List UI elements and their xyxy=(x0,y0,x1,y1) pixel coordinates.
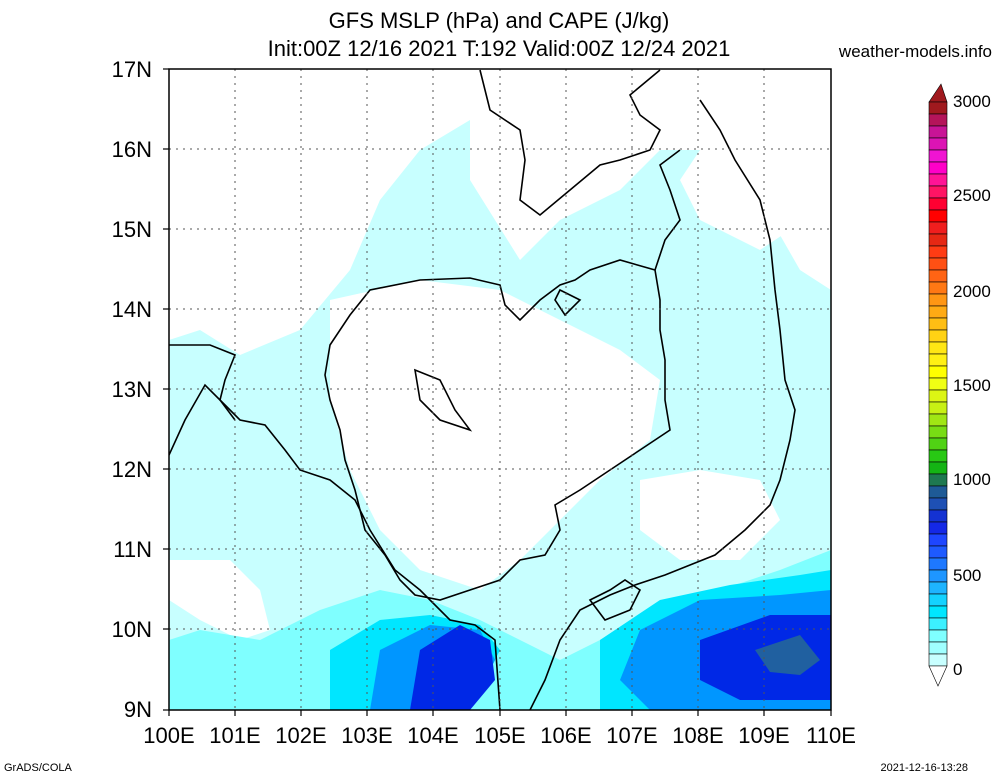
footer-credit: GrADS/COLA xyxy=(4,762,72,774)
colorbar-label: 500 xyxy=(953,566,982,585)
lat-label: 16N xyxy=(111,137,152,162)
lon-label: 100E xyxy=(143,723,195,748)
lon-label: 102E xyxy=(275,723,327,748)
map-subtitle: Init:00Z 12/16 2021 T:192 Valid:00Z 12/2… xyxy=(267,36,731,61)
cape-field xyxy=(169,69,831,710)
lon-label: 103E xyxy=(341,723,393,748)
lat-label: 15N xyxy=(111,217,152,242)
lat-label: 9N xyxy=(123,697,152,722)
lat-label: 10N xyxy=(111,617,152,642)
lon-label: 106E xyxy=(540,723,592,748)
lon-label: 108E xyxy=(672,723,724,748)
footer-timestamp: 2021-12-16-13:28 xyxy=(880,762,968,774)
coastlines xyxy=(169,69,796,710)
graticule xyxy=(169,69,831,710)
lon-label: 107E xyxy=(606,723,658,748)
site-credit: weather-models.info xyxy=(838,42,992,61)
map-title: GFS MSLP (hPa) and CAPE (J/kg) xyxy=(328,8,670,33)
colorbar-label: 2500 xyxy=(953,186,991,205)
lon-label: 109E xyxy=(738,723,790,748)
lat-label: 13N xyxy=(111,377,152,402)
lon-label: 104E xyxy=(407,723,459,748)
colorbar-label: 3000 xyxy=(953,92,991,111)
colorbar-label: 0 xyxy=(953,660,963,679)
lat-label: 14N xyxy=(111,297,152,322)
colorbar-label: 2000 xyxy=(953,282,991,301)
lat-label: 17N xyxy=(111,57,152,82)
lat-label: 12N xyxy=(111,457,152,482)
lon-label: 105E xyxy=(474,723,526,748)
colorbar-label: 1500 xyxy=(953,376,991,395)
lat-label: 11N xyxy=(113,537,152,562)
lon-label: 110E xyxy=(806,723,856,748)
lon-label: 101E xyxy=(209,723,261,748)
colorbar-label: 1000 xyxy=(953,470,991,489)
